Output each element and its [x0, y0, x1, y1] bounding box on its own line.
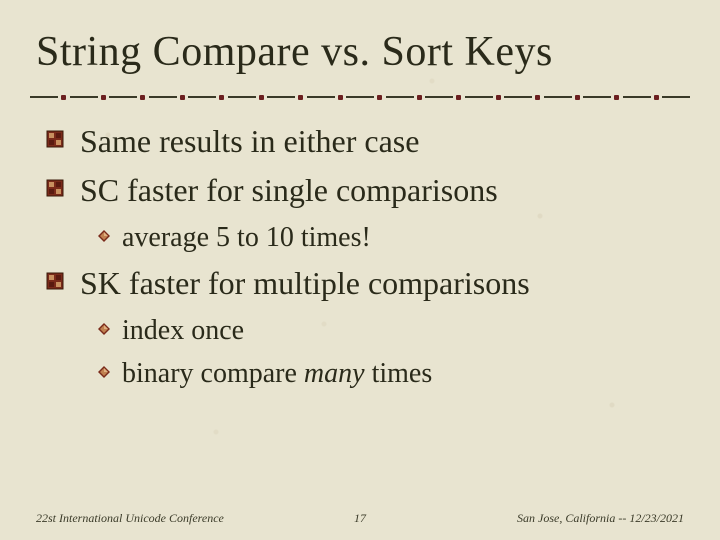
slide: String Compare vs. Sort Keys Same result…: [0, 0, 720, 540]
divider-dot: [219, 95, 224, 100]
divider-dash: [386, 96, 414, 98]
divider-dot: [338, 95, 343, 100]
divider-dash: [662, 96, 690, 98]
footer-right: San Jose, California -- 12/23/2021: [517, 511, 684, 526]
divider-dot: [61, 95, 66, 100]
bullet-level2: binary compare many times: [122, 354, 680, 393]
divider-dash: [30, 96, 58, 98]
bullet-text: binary compare many times: [122, 358, 432, 389]
divider-dot: [614, 95, 619, 100]
divider-dot: [377, 95, 382, 100]
divider-dot: [575, 95, 580, 100]
divider-dash: [109, 96, 137, 98]
bullet-text: Same results in either case: [80, 123, 419, 159]
diamond-bullet-icon: [98, 366, 110, 378]
footer-center: 17: [354, 511, 366, 526]
bullet-level2: index once: [122, 311, 680, 350]
bullet-text: index once: [122, 315, 244, 346]
divider-dash: [425, 96, 453, 98]
divider-dash: [188, 96, 216, 98]
divider-dot: [259, 95, 264, 100]
divider-dot: [535, 95, 540, 100]
bullet-level1: SC faster for single comparisons: [80, 169, 680, 212]
divider-dot: [298, 95, 303, 100]
divider-dot: [180, 95, 185, 100]
slide-body: Same results in either case SC faster fo…: [80, 120, 680, 397]
bullet-level2: average 5 to 10 times!: [122, 218, 680, 257]
bullet-text: SK faster for multiple comparisons: [80, 265, 530, 301]
divider-dot: [417, 95, 422, 100]
diamond-bullet-icon: [98, 323, 110, 335]
footer-left: 22st International Unicode Conference: [36, 511, 224, 526]
title-divider: [30, 92, 690, 102]
divider-dot: [654, 95, 659, 100]
divider-dash: [70, 96, 98, 98]
diamond-bullet-icon: [98, 230, 110, 242]
square-bullet-icon: [46, 272, 64, 290]
divider-dash: [623, 96, 651, 98]
divider-dash: [465, 96, 493, 98]
square-bullet-icon: [46, 179, 64, 197]
divider-dash: [504, 96, 532, 98]
divider-dash: [346, 96, 374, 98]
divider-dot: [101, 95, 106, 100]
divider-dot: [140, 95, 145, 100]
bullet-text: average 5 to 10 times!: [122, 222, 371, 253]
bullet-level1: Same results in either case: [80, 120, 680, 163]
divider-dash: [307, 96, 335, 98]
divider-dash: [228, 96, 256, 98]
divider-dash: [267, 96, 295, 98]
bullet-text: SC faster for single comparisons: [80, 172, 498, 208]
bullet-level1: SK faster for multiple comparisons: [80, 262, 680, 305]
square-bullet-icon: [46, 130, 64, 148]
divider-dash: [544, 96, 572, 98]
divider-dot: [456, 95, 461, 100]
divider-dash: [149, 96, 177, 98]
slide-title: String Compare vs. Sort Keys: [36, 28, 684, 76]
divider-dot: [496, 95, 501, 100]
divider-dash: [583, 96, 611, 98]
